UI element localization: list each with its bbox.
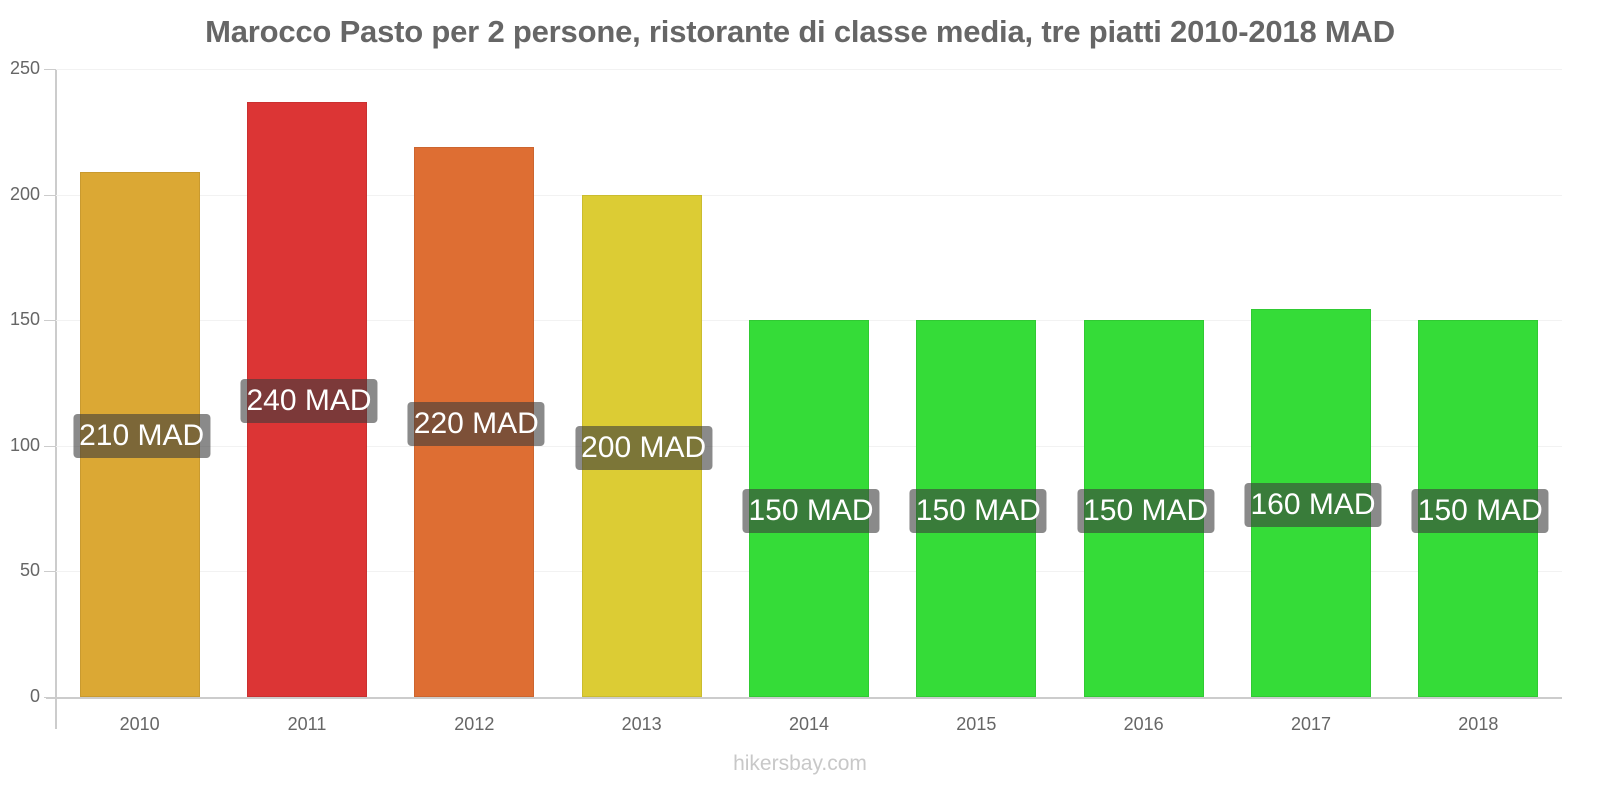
x-tick-label: 2013 [621, 714, 662, 734]
y-tick-label: 250 [9, 58, 40, 78]
y-tick-mark [44, 69, 55, 70]
x-tick-label: 2010 [119, 714, 160, 734]
bar-value-label: 150 MAD [909, 488, 1047, 533]
y-tick-mark [44, 194, 55, 196]
y-axis-line [55, 69, 57, 729]
x-tick-label: 2011 [287, 714, 327, 734]
x-tick-label: 2018 [1458, 714, 1499, 734]
bar-value-label: 160 MAD [1244, 482, 1382, 527]
bar-value-label: 150 MAD [1077, 488, 1215, 533]
y-tick-label: 50 [19, 560, 40, 581]
y-tick-mark [44, 571, 55, 573]
bar-value-label: 200 MAD [575, 425, 713, 470]
chart-title: Marocco Pasto per 2 persone, ristorante … [205, 14, 1395, 49]
bar-value-label: 150 MAD [1411, 488, 1549, 533]
y-tick-label: 100 [9, 434, 40, 455]
y-tick-label: 200 [9, 183, 40, 204]
bar-value-label: 220 MAD [407, 401, 545, 446]
watermark: hikersbay.com [733, 752, 867, 775]
bar-value-label: 240 MAD [240, 379, 378, 424]
x-tick-label: 2015 [956, 714, 997, 734]
y-tick-label: 0 [29, 686, 40, 706]
y-tick-mark [44, 320, 55, 322]
y-tick-mark [44, 445, 55, 447]
bar-value-label: 210 MAD [73, 414, 211, 459]
gridline [56, 69, 1562, 70]
y-tick-label: 150 [9, 309, 40, 330]
x-axis-line [46, 697, 1562, 699]
x-tick-label: 2012 [454, 714, 495, 734]
bar-value-label: 150 MAD [742, 488, 880, 533]
gridline [56, 194, 1562, 196]
x-tick-label: 2014 [788, 714, 830, 734]
x-tick-label: 2017 [1290, 714, 1332, 734]
x-tick-label: 2016 [1123, 714, 1164, 734]
